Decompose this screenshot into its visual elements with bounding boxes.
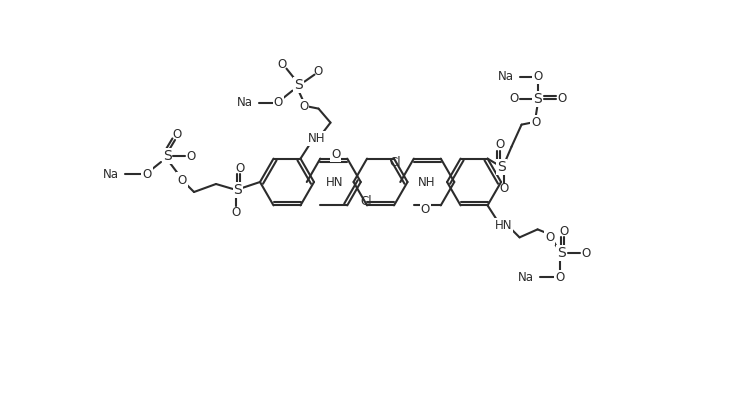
Text: S: S	[163, 149, 171, 163]
Text: Na: Na	[497, 70, 514, 83]
Text: O: O	[545, 231, 554, 244]
Text: O: O	[314, 65, 323, 78]
Text: HN: HN	[326, 175, 344, 189]
Text: O: O	[236, 162, 244, 175]
Text: S: S	[533, 92, 542, 106]
Text: S: S	[557, 247, 566, 260]
Text: O: O	[421, 203, 430, 216]
Text: O: O	[274, 96, 284, 109]
Text: O: O	[509, 92, 518, 105]
Text: S: S	[497, 160, 506, 173]
Text: Cl: Cl	[360, 195, 372, 208]
Text: S: S	[234, 183, 242, 197]
Text: Na: Na	[518, 271, 533, 284]
Text: O: O	[332, 148, 340, 161]
Text: Na: Na	[103, 168, 119, 181]
Text: O: O	[533, 70, 542, 83]
Text: O: O	[555, 271, 564, 284]
Text: O: O	[186, 150, 196, 162]
Text: O: O	[172, 127, 182, 141]
Text: NH: NH	[308, 132, 326, 145]
Text: O: O	[581, 247, 590, 260]
Text: O: O	[531, 116, 540, 129]
Text: O: O	[298, 100, 308, 113]
Text: Cl: Cl	[389, 156, 401, 169]
Text: HN: HN	[495, 219, 512, 232]
Text: O: O	[495, 138, 504, 151]
Text: NH: NH	[418, 175, 435, 189]
Text: O: O	[559, 225, 568, 238]
Text: Na: Na	[236, 96, 253, 109]
Text: O: O	[177, 173, 187, 187]
Text: O: O	[142, 168, 152, 181]
Text: S: S	[294, 78, 303, 92]
Text: O: O	[278, 58, 287, 71]
Text: O: O	[231, 206, 241, 218]
Text: O: O	[499, 182, 508, 195]
Text: O: O	[557, 92, 566, 105]
